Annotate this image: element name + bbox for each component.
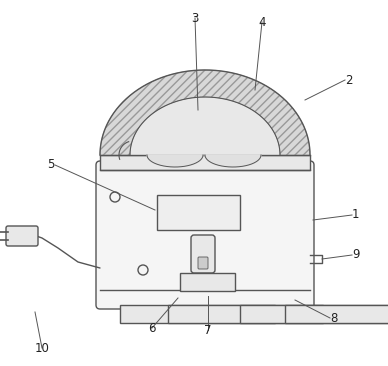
Bar	[168, 305, 323, 323]
Polygon shape	[147, 155, 203, 167]
Polygon shape	[100, 70, 310, 155]
FancyBboxPatch shape	[6, 226, 38, 246]
Text: 9: 9	[352, 249, 360, 261]
Text: 7: 7	[204, 324, 212, 336]
Text: 1: 1	[352, 209, 360, 221]
Text: 8: 8	[330, 311, 338, 325]
Text: 5: 5	[48, 158, 55, 172]
Text: 6: 6	[148, 321, 156, 335]
Bar	[240, 305, 388, 323]
Bar	[120, 305, 275, 323]
Polygon shape	[130, 97, 280, 155]
Bar	[100, 155, 310, 170]
FancyBboxPatch shape	[198, 257, 208, 269]
Polygon shape	[205, 155, 261, 167]
Text: 2: 2	[345, 74, 353, 86]
Bar	[180, 273, 235, 291]
FancyBboxPatch shape	[191, 235, 215, 273]
Bar	[285, 305, 388, 323]
Text: 3: 3	[191, 11, 199, 25]
Text: 10: 10	[35, 341, 49, 355]
Polygon shape	[100, 70, 310, 155]
Text: 4: 4	[258, 15, 266, 29]
FancyBboxPatch shape	[96, 161, 314, 309]
Bar	[157, 195, 240, 230]
